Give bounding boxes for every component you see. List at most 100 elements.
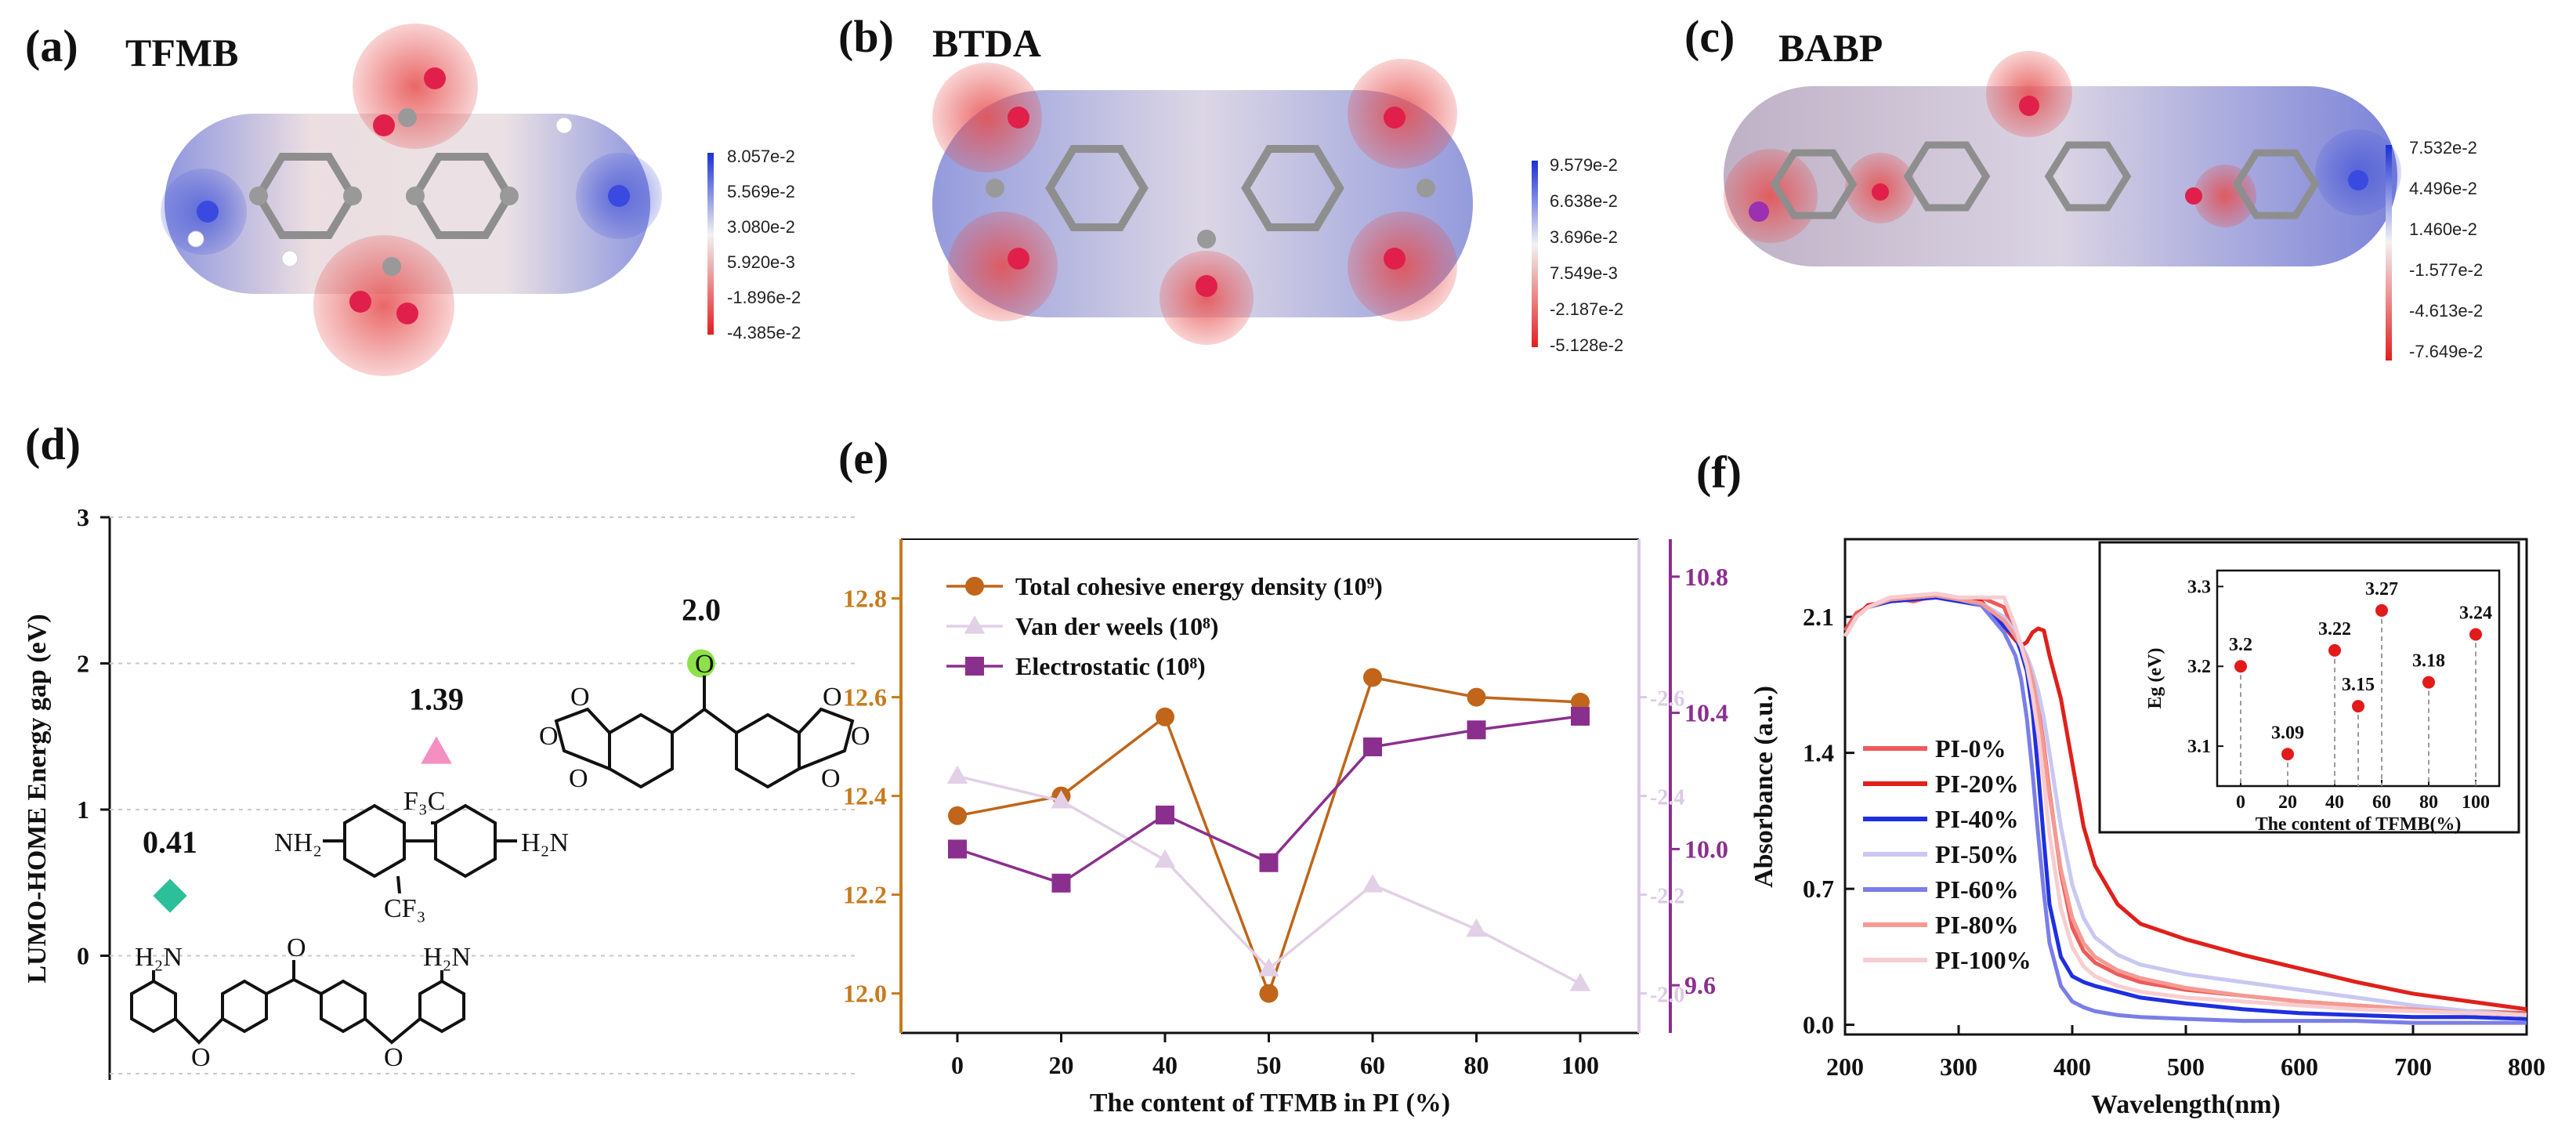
inset-y-tick-label: 3.1 — [2187, 737, 2211, 757]
chart-f-legend-label-6: PI-100% — [1935, 946, 2031, 974]
inset-point — [2328, 643, 2341, 657]
cb-b-tick-3: 3.696e-2 — [1550, 227, 1618, 247]
inset-point-label: 3.15 — [2342, 675, 2375, 695]
chart-e-series-2-point — [1051, 873, 1071, 893]
inset-y-tick-label: 3.2 — [2187, 657, 2211, 677]
chart-e-right-outer-tick-label: 10.4 — [1684, 699, 1728, 727]
inset-point — [2422, 676, 2435, 689]
tfmb-h2n-right: H₂N — [521, 828, 569, 857]
chart-e-x-tick-label: 0 — [951, 1051, 964, 1079]
chart-f-legend-label-2: PI-40% — [1935, 805, 2019, 833]
chart-f-y-tick-label: 0.0 — [1803, 1011, 1834, 1039]
chart-e-series-1-point — [1154, 849, 1176, 868]
tfmb-structure — [323, 803, 517, 894]
panel-a: (a) TFMB — [25, 20, 801, 376]
chart-e-legend-label-2: Electrostatic (10⁸) — [1015, 652, 1206, 680]
panel-b-molecule-name: BTDA — [932, 21, 1041, 65]
panel-b-colorbar: 9.579e-2 6.638e-2 3.696e-2 7.549e-3 -2.1… — [1532, 155, 1623, 355]
panel-c-molecule-name: BABP — [1778, 26, 1883, 70]
babp-o-ether-2: O — [384, 1043, 403, 1072]
chart-e-legend-label-0: Total cohesive energy density (10⁹) — [1015, 572, 1383, 600]
inset-point — [2352, 700, 2364, 713]
cb-b-tick-6: -5.128e-2 — [1550, 335, 1623, 355]
cb-a-tick-5: -1.896e-2 — [727, 288, 801, 307]
cb-c-tick-2: 4.496e-2 — [2409, 179, 2477, 198]
chart-d-y-tick-label: 2 — [77, 649, 89, 677]
chart-d-data-label-tfmb: 1.39 — [409, 681, 464, 716]
tfmb-cf3-top: F₃C — [403, 787, 445, 816]
chart-e-left-tick-label: 12.4 — [843, 782, 887, 810]
chart-e-series-1-point — [1362, 874, 1384, 893]
chart-e-left-tick-label: 12.2 — [843, 881, 887, 909]
cb-a-tick-6: -4.385e-2 — [727, 323, 801, 342]
chart-e-series-2-point — [1363, 737, 1382, 757]
inset-point — [2375, 603, 2388, 617]
btda-structure — [554, 676, 855, 789]
cb-a-tick-1: 8.057e-2 — [727, 147, 795, 166]
inset-point — [2469, 628, 2482, 641]
panel-e-label: (e) — [838, 433, 888, 484]
panel-a-label: (a) — [25, 20, 78, 71]
panel-d-label: (d) — [25, 419, 81, 469]
cb-c-tick-1: 7.532e-2 — [2409, 138, 2477, 158]
chart-e-legend-marker-1 — [964, 615, 986, 634]
chart-e-series-2-point — [1467, 720, 1486, 740]
babp-atom-labels: H₂N H₂N O O O — [135, 933, 471, 1072]
chart-d-point-tfmb — [421, 736, 452, 764]
panel-c-label: (c) — [1684, 11, 1735, 62]
chart-e-legend-label-1: Van der weels (10⁸) — [1015, 612, 1218, 640]
inset-point-label: 3.18 — [2412, 651, 2445, 672]
chart-f-y-label: Absorbance (a.u.) — [1749, 686, 1778, 888]
cb-b-tick-1: 9.579e-2 — [1550, 155, 1618, 175]
chart-f-y-tick-label: 2.1 — [1803, 603, 1834, 631]
chart-e-series-0-point — [1363, 668, 1382, 687]
inset-y-label: Eg (eV) — [2145, 648, 2165, 709]
inset-point-label: 3.27 — [2365, 579, 2398, 600]
panel-e: (e) 0 20 40 50 60 80 100 The content of TFMB in… — [838, 433, 1728, 1118]
chart-e-left-tick-label: 12.6 — [843, 683, 887, 712]
chart-f-x-tick-label: 400 — [2053, 1053, 2091, 1081]
cb-b-tick-5: -2.187e-2 — [1550, 299, 1623, 319]
chart-d-y-label: LUMO-HOME Energy gap (eV) — [23, 614, 52, 983]
tfmb-atom-labels: F₃C NH₂ H₂N CF₃ — [274, 787, 569, 923]
tfmb-cf3-bottom: CF₃ — [384, 894, 425, 923]
inset-x-tick-label: 0 — [2236, 792, 2245, 813]
chart-d-point-btda — [687, 649, 715, 678]
chart-d-y-tick-label: 3 — [77, 503, 89, 531]
panel-a-molecule-name: TFMB — [125, 31, 238, 74]
inset-point — [2281, 748, 2294, 761]
chart-d-data-label-babp: 0.41 — [143, 824, 197, 860]
inset-point-label: 3.22 — [2318, 619, 2351, 640]
cb-c-tick-5: -4.613e-2 — [2409, 301, 2483, 321]
chart-e-series-line-0 — [957, 676, 1581, 998]
chart-f-legend-label-4: PI-60% — [1935, 875, 2019, 904]
chart-e-series-0-point — [1467, 687, 1486, 707]
btda-o-2: O — [570, 683, 590, 712]
panel-f: (f) 200 300 400 500 600 700 800Wavelength(nm)0… — [1696, 447, 2545, 1119]
cb-b-tick-2: 6.638e-2 — [1550, 191, 1618, 211]
btda-o-3: O — [539, 722, 559, 751]
btda-atom-labels: O O O O O O O — [539, 650, 870, 793]
tfmb-nh2-left: NH₂ — [274, 828, 322, 857]
babp-o-carbonyl: O — [287, 933, 306, 962]
babp-h2n-left: H₂N — [135, 943, 183, 972]
cb-a-tick-4: 5.920e-3 — [727, 252, 795, 272]
chart-e-series-0-point — [1156, 707, 1174, 726]
chart-e-series-1-point — [1466, 918, 1487, 937]
panel-b-label: (b) — [838, 11, 894, 62]
chart-e-right-inner-tick-label: -2.4 — [1650, 786, 1684, 810]
chart-d-point-babp — [153, 879, 187, 913]
chart-f-x-tick-label: 300 — [1940, 1053, 1977, 1081]
babp-h2n-right: H₂N — [423, 943, 471, 972]
chart-e-x-tick-label: 20 — [1049, 1051, 1074, 1079]
inset-y-tick-label: 3.3 — [2187, 577, 2211, 597]
inset-x-label: The content of TFMB(%) — [2256, 814, 2462, 835]
chart-e-series-2-point — [1259, 853, 1279, 872]
panel-a-colorbar: 8.057e-2 5.569e-2 3.080e-2 5.920e-3 -1.8… — [707, 147, 801, 342]
chart-e-series-1-point — [1051, 790, 1072, 809]
cb-a-tick-2: 5.569e-2 — [727, 182, 795, 201]
inset-x-tick-label: 60 — [2372, 792, 2391, 813]
chart-e-series-2-point — [1156, 805, 1174, 824]
chart-f-x-tick-label: 700 — [2394, 1053, 2432, 1081]
